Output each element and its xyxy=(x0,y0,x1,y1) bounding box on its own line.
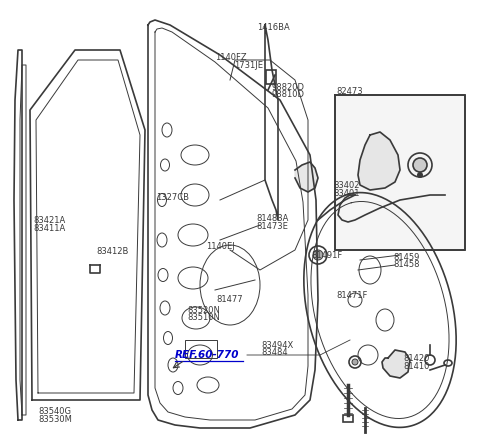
Text: 1327CB: 1327CB xyxy=(156,193,189,202)
Text: 81459: 81459 xyxy=(394,253,420,262)
Text: 1140FZ: 1140FZ xyxy=(215,53,247,62)
Text: 83421A: 83421A xyxy=(34,216,66,225)
Text: 81491F: 81491F xyxy=(311,251,342,260)
Text: 81471F: 81471F xyxy=(336,291,367,300)
Text: 83540G: 83540G xyxy=(38,407,72,416)
Text: 83530M: 83530M xyxy=(38,415,72,424)
Circle shape xyxy=(352,359,358,365)
Polygon shape xyxy=(295,162,318,192)
Text: 1731JE: 1731JE xyxy=(234,61,263,70)
Circle shape xyxy=(313,250,323,260)
Text: 83412B: 83412B xyxy=(96,247,128,256)
Text: 83510N: 83510N xyxy=(187,313,220,322)
Text: REF.60-770: REF.60-770 xyxy=(175,350,240,360)
Text: 81483A: 81483A xyxy=(257,214,289,223)
Polygon shape xyxy=(358,132,400,190)
Bar xyxy=(343,415,353,422)
Polygon shape xyxy=(382,350,410,378)
Text: 83494X: 83494X xyxy=(262,341,294,350)
Circle shape xyxy=(417,172,423,178)
Text: 83411A: 83411A xyxy=(34,224,66,233)
Text: 82473: 82473 xyxy=(336,87,362,96)
Text: 1416BA: 1416BA xyxy=(257,23,289,32)
Text: 83520N: 83520N xyxy=(187,306,220,314)
Text: 98820D: 98820D xyxy=(271,83,304,92)
Text: 81477: 81477 xyxy=(216,295,242,304)
Text: 81420: 81420 xyxy=(403,354,430,363)
Bar xyxy=(335,95,465,250)
Circle shape xyxy=(413,158,427,172)
Text: 83401: 83401 xyxy=(334,189,360,198)
Text: 81473E: 81473E xyxy=(257,222,288,231)
Bar xyxy=(185,340,217,358)
Text: 81458: 81458 xyxy=(394,260,420,269)
Text: 98810D: 98810D xyxy=(271,90,304,99)
Text: 83484: 83484 xyxy=(262,348,288,357)
Text: 1140EJ: 1140EJ xyxy=(206,243,235,251)
Text: 83402: 83402 xyxy=(334,181,360,190)
Text: 81410: 81410 xyxy=(403,362,430,370)
